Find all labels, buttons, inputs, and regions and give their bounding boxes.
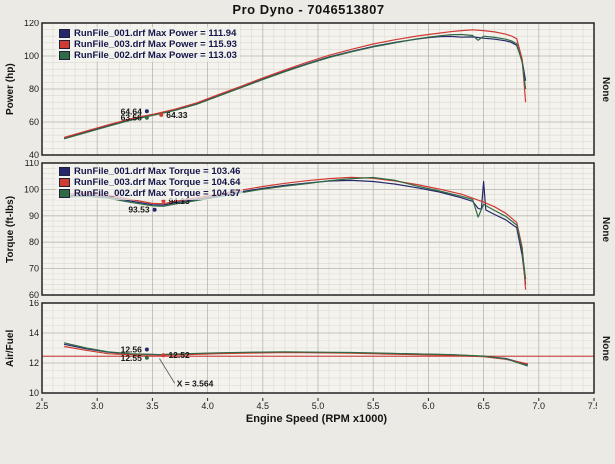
legend-swatch [59,167,70,176]
svg-text:12.56: 12.56 [121,345,143,355]
svg-text:100: 100 [24,184,39,194]
svg-text:60: 60 [29,117,39,127]
legend-item: RunFile_001.drf Max Torque = 103.46 [59,166,240,177]
svg-text:93.53: 93.53 [128,205,150,215]
torque-axis-label: Torque (ft-lbs) [5,195,16,263]
svg-text:100: 100 [24,51,39,61]
svg-text:70: 70 [29,264,39,274]
svg-text:94.13: 94.13 [168,196,190,206]
legend-swatch [59,189,70,198]
svg-text:64.64: 64.64 [121,106,143,116]
svg-text:4.0: 4.0 [201,401,214,411]
svg-text:7.5: 7.5 [588,401,597,411]
svg-text:64.33: 64.33 [166,110,188,120]
legend-swatch [59,178,70,187]
airfuel-axis-label: Air/Fuel [5,329,16,367]
legend-swatch [59,40,70,49]
svg-text:120: 120 [24,20,39,28]
svg-text:7.0: 7.0 [533,401,546,411]
legend-item: RunFile_003.drf Max Torque = 104.64 [59,177,240,188]
legend-label: RunFile_001.drf Max Power = 111.94 [74,28,237,39]
torque-panel: Torque (ft-lbs) 60 70 80 90 100 110 94.13 93.53… [2,160,615,298]
x-axis-ticks: 2.5 3.0 3.5 4.0 4.5 5.0 5.5 6.0 6.5 7.0 7.5 [36,398,597,411]
svg-text:110: 110 [25,160,39,168]
airfuel-right-label: None [600,335,611,361]
legend-swatch [59,29,70,38]
svg-text:16: 16 [29,300,39,308]
svg-text:5.0: 5.0 [312,401,325,411]
svg-text:6.5: 6.5 [477,401,490,411]
legend-label: RunFile_001.drf Max Torque = 103.46 [74,166,241,177]
svg-text:10: 10 [29,388,39,396]
svg-text:6.0: 6.0 [422,401,435,411]
svg-text:5.5: 5.5 [367,401,380,411]
power-axis-label: Power (hp) [5,63,16,115]
x-axis-left-spacer [2,398,16,411]
svg-text:12.52: 12.52 [168,350,190,360]
legend-item: RunFile_003.drf Max Power = 115.93 [59,39,237,50]
legend-label: RunFile_003.drf Max Power = 115.93 [74,39,237,50]
power-panel: Power (hp) 40 60 80 100 120 64.64 63.56 64.33 R… [2,20,615,158]
torque-right-label: None [600,216,611,242]
x-axis-title: Engine Speed (RPM x1000) [245,413,388,425]
airfuel-plot-area: 10 12 14 16 12.56 12.55 12.52 X = 3.564 [16,300,597,396]
x-axis-right-spacer [597,398,611,411]
legend-label: RunFile_002.drf Max Power = 113.03 [74,50,237,61]
page-title: Pro Dyno - 7046513807 [232,2,385,17]
svg-text:80: 80 [29,84,39,94]
svg-text:3.0: 3.0 [91,401,104,411]
legend-item: RunFile_002.drf Max Torque = 104.57 [59,188,240,199]
legend-label: RunFile_003.drf Max Torque = 104.64 [74,177,241,188]
legend-item: RunFile_001.drf Max Power = 111.94 [59,28,237,39]
legend-swatch [59,51,70,60]
svg-text:2.5: 2.5 [36,401,49,411]
torque-legend: RunFile_001.drf Max Torque = 103.46 RunFi… [56,165,244,200]
airfuel-panel: Air/Fuel 10 12 14 16 12.56 12.55 12.52 X = 3.56… [2,300,615,396]
svg-text:X = 3.564: X = 3.564 [177,378,214,388]
svg-text:3.5: 3.5 [146,401,159,411]
x-axis-row: 2.5 3.0 3.5 4.0 4.5 5.0 5.5 6.0 6.5 7.0 7.5 [2,398,615,411]
svg-text:90: 90 [29,211,39,221]
svg-text:40: 40 [29,150,39,158]
legend-label: RunFile_002.drf Max Torque = 104.57 [74,188,241,199]
svg-text:80: 80 [29,237,39,247]
power-legend: RunFile_001.drf Max Power = 111.94 RunFil… [56,27,240,62]
svg-text:63.56: 63.56 [121,113,143,123]
torque-plot-area: 60 70 80 90 100 110 94.13 93.53 RunFile_001.drf… [16,160,597,298]
power-right-label: None [600,76,611,102]
legend-item: RunFile_002.drf Max Power = 113.03 [59,50,237,61]
x-axis-title-row: Engine Speed (RPM x1000) [2,413,615,425]
power-plot-area: 40 60 80 100 120 64.64 63.56 64.33 RunFile_001.… [16,20,597,158]
svg-text:4.5: 4.5 [257,401,270,411]
svg-text:12.55: 12.55 [121,353,143,363]
svg-text:60: 60 [29,290,39,298]
svg-text:12: 12 [29,358,39,368]
svg-text:14: 14 [29,328,39,338]
